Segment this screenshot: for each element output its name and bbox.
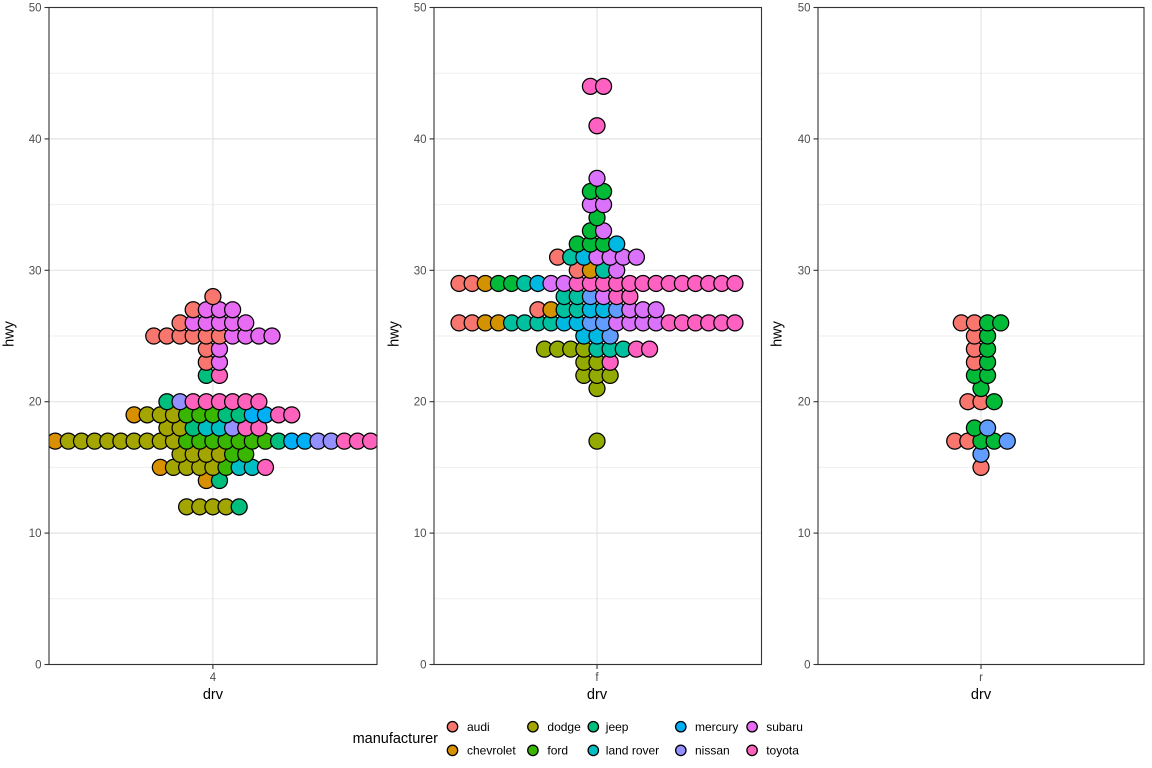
svg-text:0: 0 [35,660,41,672]
svg-text:40: 40 [798,134,811,146]
svg-text:30: 30 [29,265,42,277]
svg-text:jeep: jeep [605,720,629,734]
svg-text:nissan: nissan [695,744,730,758]
svg-text:ford: ford [547,744,568,758]
svg-text:f: f [595,672,599,684]
svg-text:drv: drv [203,687,224,703]
svg-text:30: 30 [414,265,427,277]
svg-text:50: 50 [798,3,811,15]
svg-text:10: 10 [29,528,42,540]
svg-text:chevrolet: chevrolet [467,744,516,758]
svg-text:30: 30 [798,265,811,277]
svg-text:20: 20 [29,397,42,409]
svg-text:hwy: hwy [386,320,402,347]
svg-text:drv: drv [587,687,608,703]
svg-text:40: 40 [29,134,42,146]
svg-text:0: 0 [420,660,426,672]
svg-text:mercury: mercury [695,720,738,734]
svg-text:20: 20 [414,397,427,409]
svg-text:hwy: hwy [1,320,17,347]
svg-text:40: 40 [414,134,427,146]
svg-text:0: 0 [804,660,810,672]
svg-text:dodge: dodge [547,720,581,734]
svg-text:audi: audi [467,720,490,734]
svg-text:drv: drv [971,687,992,703]
svg-text:20: 20 [798,397,811,409]
svg-text:toyota: toyota [766,744,799,758]
svg-text:4: 4 [210,672,217,684]
svg-text:50: 50 [29,3,42,15]
svg-text:subaru: subaru [766,720,803,734]
svg-text:10: 10 [414,528,427,540]
svg-text:r: r [979,672,983,684]
svg-text:land rover: land rover [606,744,659,758]
svg-text:manufacturer: manufacturer [353,731,439,747]
svg-text:hwy: hwy [770,320,786,347]
svg-text:10: 10 [798,528,811,540]
svg-text:50: 50 [414,3,427,15]
